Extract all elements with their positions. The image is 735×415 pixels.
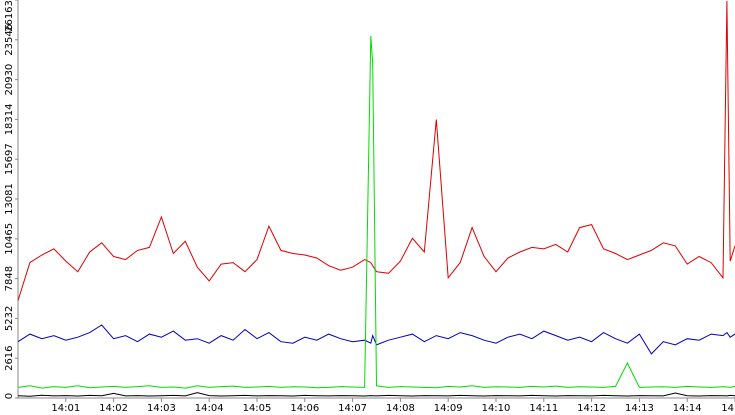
x-tick-label: 14:06 <box>290 403 319 414</box>
y-tick-label: 13081 <box>4 183 15 215</box>
series-line <box>17 392 735 397</box>
x-tick-label: 14:14 <box>673 403 702 414</box>
y-tick-label: 26163 <box>4 0 15 32</box>
y-tick-label: 7848 <box>4 266 15 291</box>
y-tick-label: 15697 <box>4 143 15 175</box>
x-tick-label: 14:08 <box>386 403 415 414</box>
x-tick-label: 14:01 <box>51 403 80 414</box>
y-tick-label: 23546 <box>4 24 15 56</box>
x-tick-label: 14:10 <box>482 403 511 414</box>
x-tick-label: 14:04 <box>195 403 224 414</box>
x-tick-label: 14 <box>721 403 734 414</box>
series-line <box>17 0 735 301</box>
y-tick-label: 18314 <box>4 103 15 135</box>
x-tick-label: 14:09 <box>434 403 463 414</box>
y-tick-label: 20930 <box>4 64 15 96</box>
x-tick-label: 14:03 <box>147 403 176 414</box>
x-tick-label: 14:11 <box>529 403 558 414</box>
x-tick-label: 14:02 <box>99 403 128 414</box>
y-tick-label: 0 <box>4 393 15 399</box>
x-tick-label: 14:05 <box>243 403 272 414</box>
x-tick-label: 14:13 <box>625 403 654 414</box>
y-tick-label: 2616 <box>4 345 15 370</box>
y-tick-label: 10465 <box>4 223 15 255</box>
series-line <box>17 35 735 389</box>
x-tick-label: 14:07 <box>338 403 367 414</box>
x-tick-label: 14:12 <box>577 403 606 414</box>
y-tick-label: 5232 <box>4 306 15 331</box>
